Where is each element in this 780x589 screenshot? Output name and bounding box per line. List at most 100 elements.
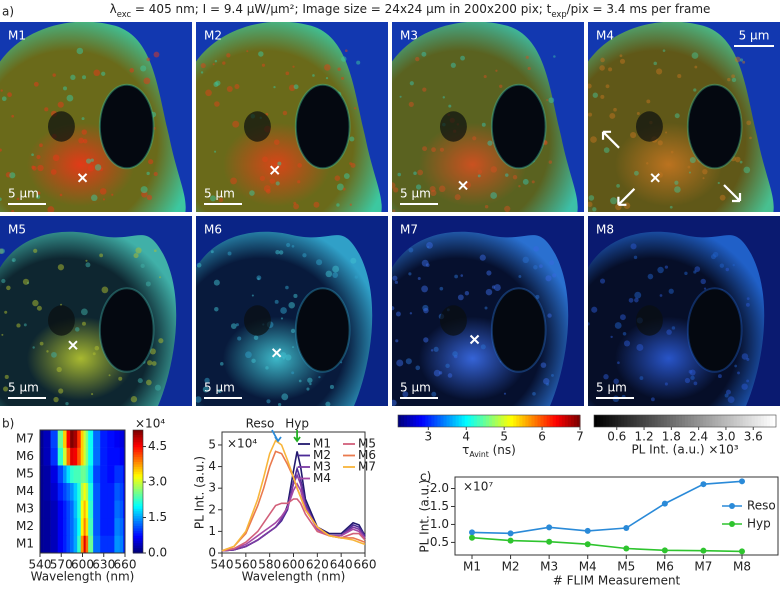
heatmap-cell — [114, 482, 120, 501]
speckle — [6, 285, 11, 291]
speckle — [146, 57, 151, 62]
colorbar-cell — [431, 415, 435, 427]
speckle — [76, 47, 84, 55]
heatmap-cell — [88, 430, 94, 448]
speckle — [52, 154, 60, 162]
speckle — [39, 341, 44, 346]
colorbar-cell — [730, 415, 735, 427]
speckle — [684, 271, 688, 276]
colorbar-cell — [489, 415, 493, 427]
heatmap-cell — [66, 447, 71, 466]
colorbar-cell — [133, 548, 143, 552]
speckle — [217, 389, 222, 394]
colorbar-cell — [133, 432, 143, 436]
speckle — [717, 374, 722, 379]
vacuole — [48, 305, 75, 336]
speckle — [140, 263, 145, 269]
speckle — [433, 369, 441, 377]
colorbar-cell — [660, 415, 665, 427]
speckle — [332, 265, 340, 273]
speckle — [101, 286, 109, 294]
colorbar-cell — [133, 521, 143, 524]
speckle — [724, 393, 729, 398]
speckle — [0, 248, 6, 254]
y-scale-label: ×10⁷ — [463, 480, 493, 494]
heatmap-cell — [73, 465, 78, 484]
colorbar-cell — [133, 506, 143, 510]
heatmap-cell — [119, 517, 124, 536]
speckle — [213, 81, 219, 87]
heatmap-cell — [70, 430, 74, 448]
speckle — [734, 156, 741, 163]
speckle — [518, 185, 521, 188]
speckle — [340, 361, 343, 364]
image-panel — [196, 216, 388, 406]
colorbar-cell — [754, 415, 759, 427]
speckle — [159, 276, 162, 279]
heatmap-cell — [70, 447, 74, 466]
speckle — [336, 183, 344, 191]
colorbar-cell — [133, 516, 143, 520]
speckle — [543, 377, 550, 385]
heatmap-cell — [100, 447, 108, 466]
speckle — [4, 374, 9, 380]
heatmap-cell — [80, 430, 84, 448]
heatmap-cell — [50, 500, 59, 519]
speckle — [343, 173, 350, 179]
heatmap-cell — [70, 465, 74, 484]
speckle — [1, 278, 6, 284]
speckle — [727, 396, 735, 404]
speckle — [433, 346, 439, 352]
heatmap-cell — [77, 447, 82, 466]
speckle — [65, 401, 69, 406]
x-tick-label: 620 — [306, 558, 329, 572]
colorbar-cell — [133, 525, 143, 529]
speckle — [92, 352, 96, 356]
speckle — [392, 182, 396, 189]
line — [221, 473, 366, 552]
speckle — [592, 92, 598, 98]
heatmap-cell — [93, 447, 101, 466]
y-tick-label: 5 — [208, 437, 216, 451]
colorbar-cell — [133, 457, 143, 461]
x-tick-label: M4 — [579, 560, 597, 574]
speckle — [719, 194, 726, 201]
speckle — [154, 384, 161, 391]
speckle — [694, 65, 698, 69]
x-axis-label: Wavelength (nm) — [31, 570, 135, 584]
speckle — [725, 267, 730, 272]
colorbar-tick-label: 4.5 — [148, 439, 167, 453]
y-tick-label: 4 — [208, 459, 216, 473]
speckle — [413, 171, 417, 176]
colorbar-cell — [621, 415, 625, 427]
heatmap-cell — [40, 447, 44, 466]
speckle — [230, 323, 237, 329]
colorbar-cell — [133, 444, 143, 448]
speckle — [657, 140, 663, 146]
speckle — [342, 187, 346, 191]
speckle — [31, 165, 35, 169]
colorbar-cell — [482, 415, 487, 427]
speckle — [336, 203, 340, 207]
speckle — [634, 170, 639, 176]
speckle — [214, 150, 217, 153]
image-panel — [196, 22, 388, 212]
speckle — [332, 272, 338, 278]
speckle — [490, 192, 498, 199]
heatmap-cell — [43, 430, 51, 448]
speckle — [99, 253, 104, 258]
colorbar-tick-label: 3 — [425, 430, 433, 444]
x-tick-label: 660 — [114, 558, 137, 572]
speckle — [415, 365, 421, 371]
colorbar-cell — [495, 415, 499, 427]
speckle — [246, 50, 249, 53]
speckle — [421, 259, 429, 267]
heatmap-cell — [80, 500, 84, 519]
speckle — [153, 51, 160, 58]
speckle — [512, 174, 518, 180]
speckle — [291, 371, 295, 375]
colorbar-cell — [133, 442, 143, 446]
speckle — [452, 351, 458, 357]
heatmap-cell — [77, 465, 82, 484]
nucleus — [490, 287, 547, 373]
